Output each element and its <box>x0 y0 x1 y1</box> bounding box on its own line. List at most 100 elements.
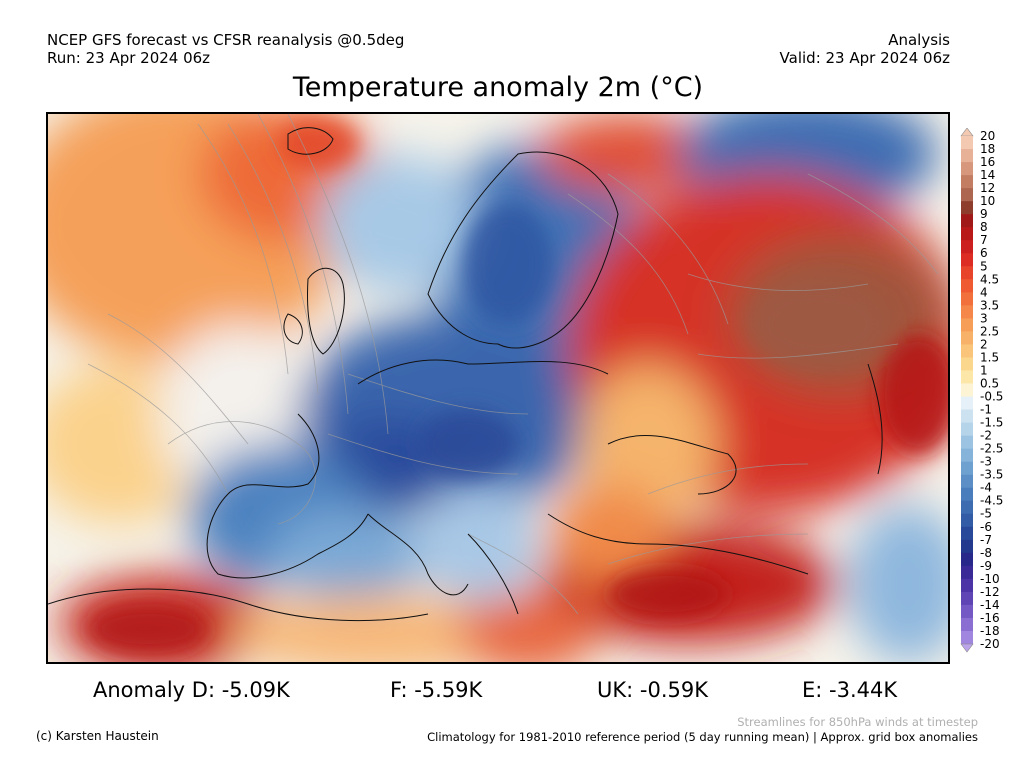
climatology-note: Climatology for 1981-2010 reference peri… <box>427 730 978 744</box>
legend-swatch <box>961 630 973 645</box>
analysis-label: Analysis <box>888 31 950 49</box>
anomaly-uk: UK: -0.59K <box>597 678 708 702</box>
legend-label: 10 <box>980 194 995 208</box>
legend-label: 5 <box>980 259 988 273</box>
legend-label: -20 <box>980 637 1000 651</box>
legend-swatch <box>961 201 973 215</box>
legend-label: 8 <box>980 220 988 234</box>
legend-label: -1 <box>980 403 992 417</box>
legend-label: 0.5 <box>980 376 999 390</box>
legend-swatch <box>961 591 973 606</box>
legend-swatch <box>961 578 973 593</box>
legend-label: 12 <box>980 181 995 195</box>
legend-label: 9 <box>980 207 988 221</box>
legend-swatch <box>961 279 973 293</box>
legend-swatch <box>961 227 973 241</box>
anomaly-summary: Anomaly D: -5.09K F: -5.59K UK: -0.59K E… <box>0 678 1024 708</box>
legend-label: 3 <box>980 311 988 325</box>
legend-label: 20 <box>980 129 995 143</box>
legend-swatch <box>961 461 973 475</box>
map-title: Temperature anomaly 2m (°C) <box>292 72 704 103</box>
legend-label: 6 <box>980 246 988 260</box>
legend-swatch <box>961 214 973 228</box>
legend-label: 7 <box>980 233 988 247</box>
legend-label: 2.5 <box>980 324 999 338</box>
anomaly-field <box>48 114 948 662</box>
legend-swatch <box>961 357 973 371</box>
legend-swatch <box>961 396 973 410</box>
header-left: NCEP GFS forecast vs CFSR reanalysis @0.… <box>47 31 404 67</box>
legend-label: -3.5 <box>980 468 1003 482</box>
model-description: NCEP GFS forecast vs CFSR reanalysis @0.… <box>47 31 405 49</box>
legend-swatch <box>961 552 973 567</box>
legend-swatch <box>961 474 973 488</box>
legend-label: 4 <box>980 285 988 299</box>
legend-label: -2 <box>980 429 992 443</box>
legend-label: 18 <box>980 142 995 156</box>
legend-label: 1 <box>980 363 988 377</box>
legend-label: -1.5 <box>980 416 1003 430</box>
wind-streamlines <box>87 114 939 615</box>
legend-swatch <box>961 539 973 554</box>
legend-swatch <box>961 318 973 332</box>
legend-label: -16 <box>980 611 1000 625</box>
legend-swatch <box>961 448 973 462</box>
anomaly-england: E: -3.44K <box>802 678 898 702</box>
copyright: (c) Karsten Haustein <box>36 729 159 743</box>
legend-label: -4.5 <box>980 494 1003 508</box>
anomaly-germany: Anomaly D: -5.09K <box>93 678 290 702</box>
legend-label: 2 <box>980 337 988 351</box>
legend-swatch <box>961 383 973 397</box>
color-legend: 201816141210987654.543.532.521.510.5-0.5… <box>960 128 1003 653</box>
legend-swatch <box>961 175 973 189</box>
legend-swatch <box>961 344 973 358</box>
legend-label: 4.5 <box>980 272 999 286</box>
header-right: Analysis Valid: 23 Apr 2024 06z <box>780 31 950 67</box>
legend-swatch <box>961 409 973 423</box>
legend-label: -3 <box>980 455 992 469</box>
legend-label: -2.5 <box>980 442 1003 456</box>
legend-swatch <box>961 513 973 528</box>
legend-swatch <box>961 617 973 632</box>
streamlines-note: Streamlines for 850hPa winds at timestep <box>737 715 978 729</box>
legend-swatch <box>961 305 973 319</box>
legend-arrow-bottom <box>960 643 974 653</box>
legend-label: -18 <box>980 624 1000 638</box>
legend-label: -0.5 <box>980 390 1003 404</box>
legend-swatch <box>961 149 973 163</box>
legend-swatch <box>961 331 973 345</box>
legend-label: -12 <box>980 585 1000 599</box>
legend-label: -5 <box>980 507 992 521</box>
legend-swatch <box>961 136 973 150</box>
legend-swatch <box>961 487 973 502</box>
legend-label: -10 <box>980 572 1000 586</box>
legend-swatch <box>961 370 973 384</box>
legend-swatch <box>961 188 973 202</box>
legend-swatch <box>961 253 973 267</box>
legend-swatch <box>961 435 973 449</box>
run-time: Run: 23 Apr 2024 06z <box>47 49 211 67</box>
legend-label: -14 <box>980 598 1000 612</box>
coastlines <box>48 127 883 622</box>
legend-label: 3.5 <box>980 298 999 312</box>
legend-swatch <box>961 500 973 515</box>
legend-label: -7 <box>980 533 992 547</box>
legend-swatch <box>961 422 973 436</box>
legend-swatch <box>961 266 973 280</box>
legend-label: -9 <box>980 559 992 573</box>
legend-swatch <box>961 162 973 176</box>
anomaly-france: F: -5.59K <box>390 678 483 702</box>
legend-swatch <box>961 526 973 541</box>
legend-label: -8 <box>980 546 992 560</box>
valid-time: Valid: 23 Apr 2024 06z <box>779 49 950 67</box>
anomaly-detail <box>88 119 948 654</box>
legend-label: 14 <box>980 168 995 182</box>
anomaly-map <box>46 112 950 664</box>
legend-swatch <box>961 604 973 619</box>
legend-label: 1.5 <box>980 350 999 364</box>
legend-label: 16 <box>980 155 995 169</box>
legend-swatch <box>961 565 973 580</box>
legend-arrow-top <box>960 128 974 137</box>
legend-swatch <box>961 240 973 254</box>
legend-swatch <box>961 292 973 306</box>
